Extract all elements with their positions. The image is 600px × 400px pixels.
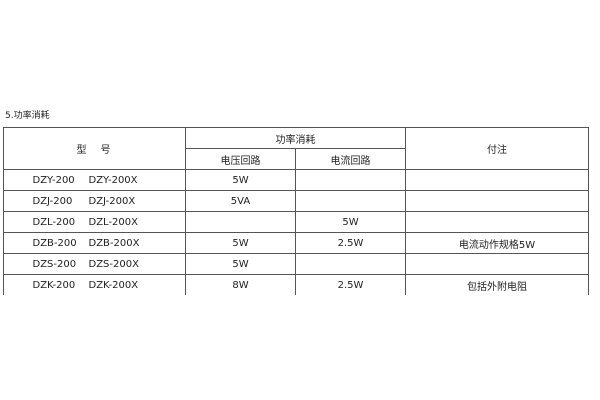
- voltage-cell: [185, 211, 296, 233]
- header-model: 型 号: [3, 127, 186, 170]
- current-cell: 2.5W: [295, 232, 406, 254]
- current-cell: 2.5W: [295, 274, 406, 295]
- model-a: DZL-200: [32, 216, 76, 228]
- header-voltage-circuit: 电压回路: [185, 148, 296, 170]
- model-b: DZL-200X: [88, 216, 139, 228]
- model-cell: DZY-200 DZY-200X: [3, 169, 186, 191]
- table-row: DZL-200 DZL-200X 5W: [3, 211, 589, 233]
- note-cell: 包括外附电阻: [405, 274, 589, 295]
- voltage-cell: 5VA: [185, 190, 296, 212]
- header-note: 付注: [405, 127, 589, 170]
- model-cell: DZS-200 DZS-200X: [3, 253, 186, 275]
- model-cell: DZB-200 DZB-200X: [3, 232, 186, 254]
- header-power: 功率消耗: [185, 127, 406, 149]
- table-row: DZS-200 DZS-200X 5W: [3, 253, 589, 275]
- table-row: DZJ-200 DZJ-200X 5VA: [3, 190, 589, 212]
- note-cell: [405, 190, 589, 212]
- note-cell: 电流动作规格5W: [405, 232, 589, 254]
- note-cell: [405, 253, 589, 275]
- model-a: DZK-200: [32, 279, 76, 291]
- note-cell: [405, 169, 589, 191]
- model-cell: DZL-200 DZL-200X: [3, 211, 186, 233]
- model-cell: DZJ-200 DZJ-200X: [3, 190, 186, 212]
- voltage-cell: 8W: [185, 274, 296, 295]
- note-cell: [405, 211, 589, 233]
- header-current-circuit: 电流回路: [295, 148, 406, 170]
- voltage-cell: 5W: [185, 253, 296, 275]
- header-row: 型 号 功率消耗 付注: [3, 127, 589, 170]
- model-b: DZY-200X: [88, 174, 138, 186]
- model-a: DZS-200: [32, 258, 77, 270]
- current-cell: 5W: [295, 211, 406, 233]
- model-cell: DZK-200 DZK-200X: [3, 274, 186, 295]
- power-consumption-table: 型 号 功率消耗 付注 电压回路 电流回路 DZY-200 DZY-200X 5W…: [3, 127, 589, 295]
- header-subrow: 电压回路 电流回路: [4, 148, 589, 170]
- table-row: DZY-200 DZY-200X 5W: [3, 169, 589, 191]
- model-b: DZS-200X: [88, 258, 139, 270]
- voltage-cell: 5W: [185, 232, 296, 254]
- table-row: DZB-200 DZB-200X 5W 2.5W 电流动作规格5W: [3, 232, 589, 254]
- voltage-cell: 5W: [185, 169, 296, 191]
- model-a: DZY-200: [32, 174, 75, 186]
- section-title: 5.功率消耗: [5, 111, 50, 121]
- model-b: DZJ-200X: [88, 195, 136, 207]
- model-b: DZK-200X: [88, 279, 139, 291]
- current-cell: [295, 253, 406, 275]
- current-cell: [295, 190, 406, 212]
- model-b: DZB-200X: [88, 237, 140, 249]
- current-cell: [295, 169, 406, 191]
- table-row: DZK-200 DZK-200X 8W 2.5W 包括外附电阻: [3, 274, 589, 295]
- model-a: DZJ-200: [32, 195, 73, 207]
- model-a: DZB-200: [32, 237, 77, 249]
